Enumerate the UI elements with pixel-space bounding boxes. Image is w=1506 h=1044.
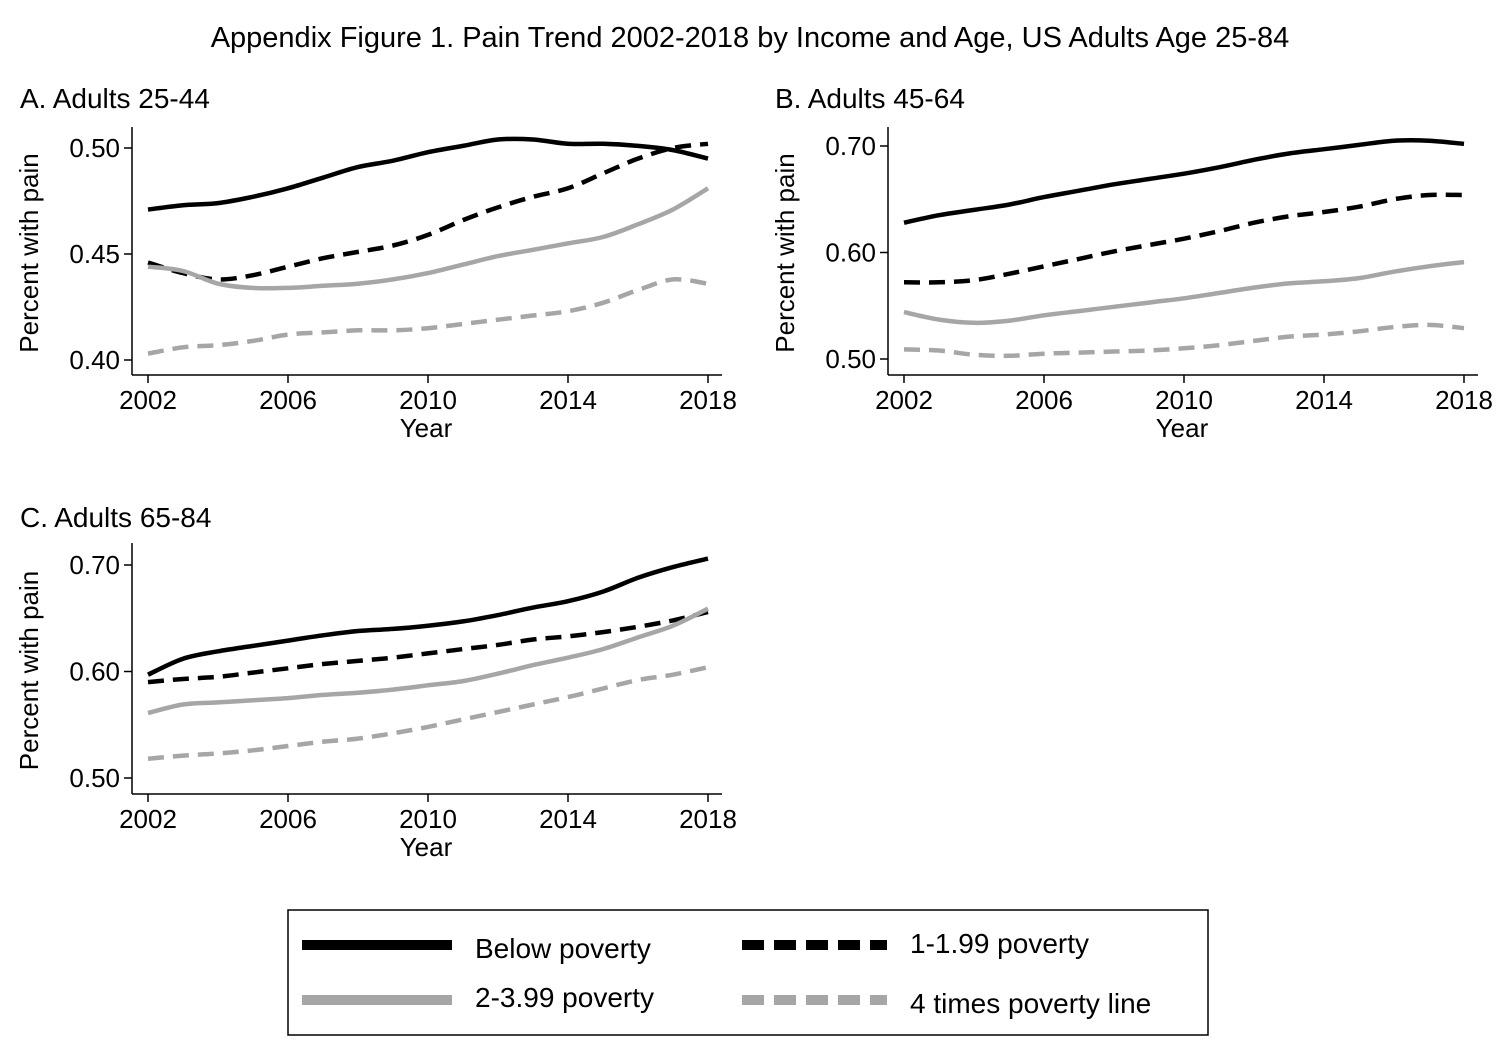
figure-title: Appendix Figure 1. Pain Trend 2002-2018 … (211, 22, 1290, 54)
panel-a-series-4-times-poverty-line (147, 277, 709, 356)
panel-c-y-tick-label: 0.50 (69, 763, 120, 793)
panel-b-x-tick-label: 2018 (1435, 385, 1493, 415)
panel-c-series-2-3.99-poverty (147, 606, 709, 716)
panel-b-x-tick-label: 2010 (1155, 385, 1213, 415)
panel-a-series-2-3.99-poverty (147, 186, 710, 291)
panel-c-y-tick-label: 0.70 (69, 550, 120, 580)
panel-c-x-tick-label: 2014 (539, 804, 597, 834)
panel-b-series-2-3.99-poverty (903, 259, 1465, 326)
panel-a-y-axis-label: Percent with pain (14, 153, 44, 352)
panel-a-y-tick-label: 0.40 (69, 345, 120, 375)
panel-b: B. Adults 45-64 0.70 0.60 0.50 2002 2006 2010 2… (770, 83, 1493, 443)
panel-a-x-axis-label: Year (400, 413, 453, 443)
panel-c-y-axis-label: Percent with pain (14, 571, 44, 770)
panel-b-y-tick-label: 0.50 (825, 344, 876, 374)
panel-c-series-1-1.99-poverty (147, 609, 709, 685)
panel-b-x-tick-label: 2006 (1015, 385, 1073, 415)
legend-label-1-1.99-poverty: 1-1.99 poverty (910, 928, 1089, 959)
panel-a-x-tick-label: 2002 (119, 385, 177, 415)
panel-c-x-tick-label: 2006 (259, 804, 317, 834)
panel-a-x-tick-label: 2006 (259, 385, 317, 415)
panel-a: A. Adults 25-44 0.50 0.45 0.40 2002 2006 2010 2… (14, 83, 737, 443)
panel-b-x-tick-label: 2002 (875, 385, 933, 415)
legend: Below poverty 1-1.99 poverty 2-3.99 pove… (287, 909, 1209, 1036)
legend-label-2-3.99-poverty: 2-3.99 poverty (475, 982, 654, 1013)
panel-a-series-below-poverty (147, 136, 709, 212)
panel-c-x-axis-label: Year (400, 832, 453, 862)
legend-box (287, 909, 1209, 1036)
panel-c-series-below-poverty (147, 556, 709, 677)
panel-b-series-4-times-poverty-line (903, 322, 1465, 359)
panel-c-series-4-times-poverty-line (147, 665, 709, 762)
panel-a-series-1-1.99-poverty (147, 141, 709, 282)
panel-b-x-tick-label: 2014 (1295, 385, 1353, 415)
panel-a-x-tick-label: 2014 (539, 385, 597, 415)
panel-c-x-tick-label: 2018 (679, 804, 737, 834)
panel-a-x-tick-label: 2018 (679, 385, 737, 415)
panel-c-y-tick-label: 0.60 (69, 657, 120, 687)
panel-c-x-tick-label: 2010 (399, 804, 457, 834)
panel-a-y-tick-label: 0.45 (69, 239, 120, 269)
panel-b-title: B. Adults 45-64 (775, 83, 965, 114)
panel-b-x-axis-label: Year (1156, 413, 1209, 443)
legend-label-4-times-poverty-line: 4 times poverty line (910, 988, 1151, 1019)
panel-a-y-tick-label: 0.50 (69, 133, 120, 163)
panel-a-title: A. Adults 25-44 (20, 83, 210, 114)
panel-b-y-axis-label: Percent with pain (770, 153, 800, 352)
panel-b-series-below-poverty (903, 137, 1465, 225)
legend-label-below-poverty: Below poverty (475, 933, 651, 964)
panel-c-title: C. Adults 65-84 (20, 502, 211, 533)
panel-b-y-tick-label: 0.70 (825, 131, 876, 161)
panel-b-series-1-1.99-poverty (903, 192, 1465, 285)
panel-c-x-tick-label: 2002 (119, 804, 177, 834)
panel-b-y-tick-label: 0.60 (825, 238, 876, 268)
panel-a-x-tick-label: 2010 (399, 385, 457, 415)
panel-c: C. Adults 65-84 0.70 0.60 0.50 2002 2006 2010 2… (14, 502, 737, 862)
